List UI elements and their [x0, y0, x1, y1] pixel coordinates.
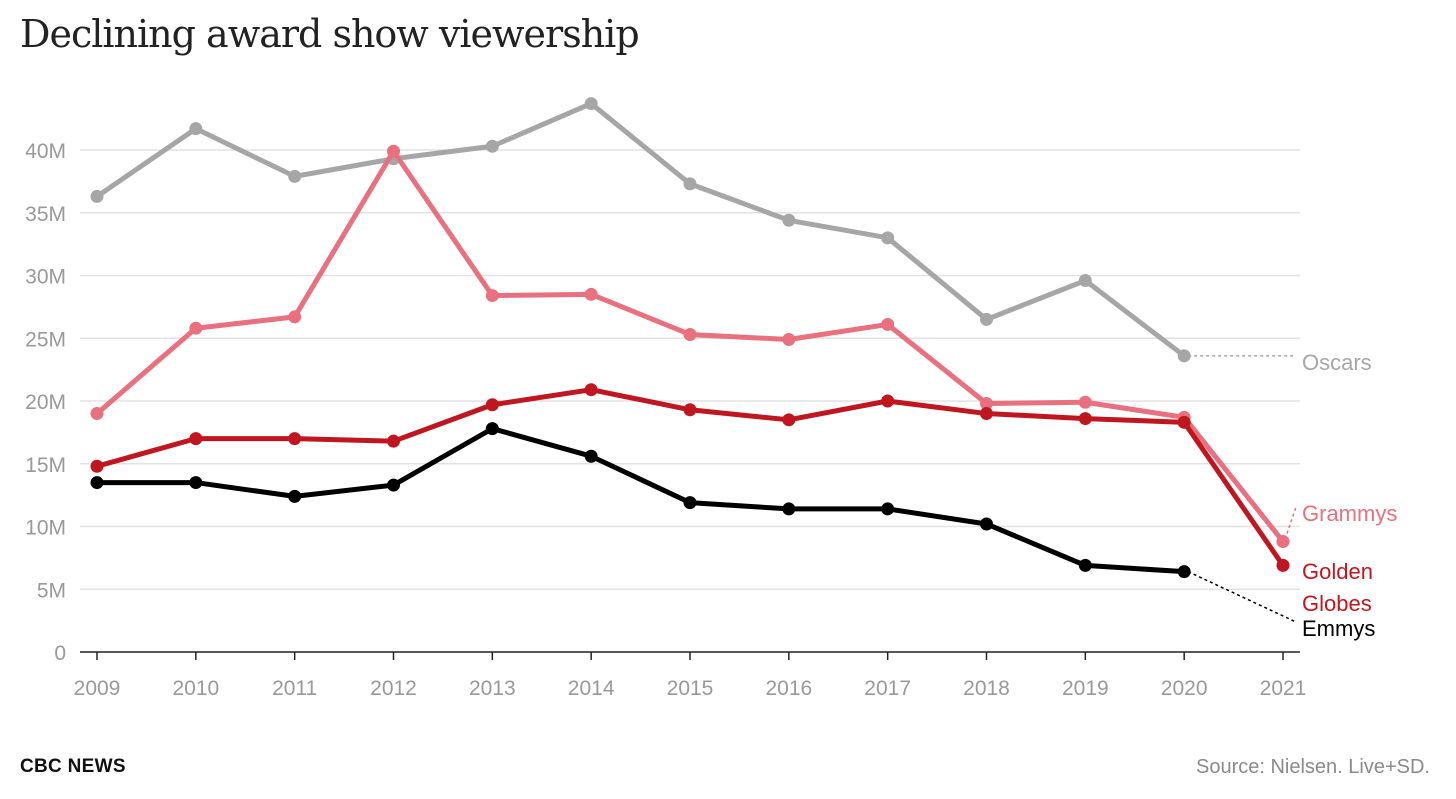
- data-point-grammys: [90, 407, 104, 421]
- y-tick-label: 0: [54, 642, 66, 665]
- series-layer: [90, 97, 1290, 579]
- data-point-emmys: [980, 517, 993, 531]
- chart-title: Declining award show viewership: [20, 12, 640, 56]
- data-point-emmys: [189, 476, 203, 490]
- data-point-grammys: [189, 321, 203, 335]
- series-line-grammys: [94, 148, 1286, 545]
- series-label-oscars: Oscars: [1302, 350, 1372, 375]
- y-tick-label: 20M: [25, 391, 66, 414]
- x-axis: 2009 2010 2011 2012 2013 2014 2015 2016 2017 2018…: [74, 651, 1307, 700]
- data-point-emmys: [584, 449, 598, 463]
- data-point-emmys: [782, 502, 796, 516]
- data-point-grammys: [683, 327, 697, 341]
- data-point-grammys: [980, 397, 993, 411]
- x-tick-label: 2020: [1161, 677, 1208, 700]
- leader-line-grammys: [1286, 506, 1297, 534]
- line-chart: 0 5M 10M 15M 20M 25M 30M 35M 40M 2009 2010 2011 201…: [25, 97, 1397, 700]
- data-point-emmys: [1078, 558, 1092, 572]
- series-line-oscars: [94, 101, 1187, 359]
- y-tick-label: 5M: [37, 579, 66, 602]
- series-label-line: Emmys: [1302, 616, 1375, 641]
- data-point-golden-globes: [1276, 558, 1290, 572]
- data-point-grammys: [1078, 395, 1092, 409]
- data-point-golden-globes: [288, 432, 302, 446]
- data-point-golden-globes: [980, 407, 993, 421]
- x-tick-label: 2013: [469, 677, 516, 700]
- x-tick-label: 2018: [963, 677, 1010, 700]
- x-tick-label: 2017: [864, 677, 911, 700]
- data-point-grammys: [881, 317, 895, 331]
- data-point-oscars: [485, 139, 499, 153]
- y-tick-label: 15M: [25, 454, 66, 477]
- data-point-oscars: [881, 231, 895, 245]
- data-point-oscars: [1078, 274, 1092, 288]
- data-point-oscars: [584, 97, 598, 111]
- x-tick-label: 2012: [370, 677, 417, 700]
- data-point-emmys: [485, 422, 499, 436]
- x-tick-label: 2010: [172, 677, 219, 700]
- data-point-oscars: [288, 169, 302, 183]
- data-point-golden-globes: [90, 459, 104, 473]
- data-point-grammys: [387, 144, 400, 158]
- data-point-oscars: [683, 177, 697, 191]
- y-tick-label: 10M: [25, 517, 66, 540]
- y-tick-label: 40M: [25, 140, 66, 163]
- data-point-grammys: [782, 333, 796, 347]
- data-point-grammys: [485, 289, 499, 303]
- data-point-grammys: [288, 310, 302, 324]
- data-point-grammys: [1276, 535, 1290, 549]
- x-tick-label: 2021: [1260, 677, 1307, 700]
- data-point-emmys: [90, 476, 104, 490]
- data-point-emmys: [1177, 565, 1191, 579]
- series-label-golden-globes: Golden Globes: [1302, 559, 1373, 616]
- data-point-golden-globes: [1078, 412, 1092, 426]
- data-point-golden-globes: [881, 394, 895, 408]
- y-tick-label: 25M: [25, 328, 66, 351]
- source-note: Source: Nielsen. Live+SD.: [1195, 756, 1430, 778]
- data-point-emmys: [683, 496, 697, 510]
- data-point-emmys: [881, 502, 895, 516]
- data-point-oscars: [782, 213, 796, 227]
- data-point-oscars: [90, 189, 104, 203]
- data-point-emmys: [288, 489, 302, 503]
- series-label-line: Grammys: [1302, 501, 1397, 526]
- data-point-oscars: [189, 122, 203, 136]
- data-point-golden-globes: [485, 398, 499, 412]
- data-point-emmys: [387, 478, 400, 492]
- series-label-line: Globes: [1302, 591, 1372, 616]
- data-point-oscars: [980, 312, 993, 326]
- y-tick-label: 30M: [25, 266, 66, 289]
- data-point-golden-globes: [1177, 415, 1191, 429]
- series-label-emmys: Emmys: [1302, 616, 1375, 641]
- data-point-grammys: [584, 287, 598, 301]
- series-label-line: Golden: [1302, 559, 1373, 584]
- data-point-oscars: [1177, 349, 1191, 363]
- x-tick-label: 2016: [765, 677, 812, 700]
- data-point-golden-globes: [782, 413, 796, 427]
- x-tick-label: 2009: [74, 677, 121, 700]
- series-label-line: Oscars: [1302, 350, 1372, 375]
- x-tick-label: 2014: [568, 677, 615, 700]
- data-point-golden-globes: [683, 403, 697, 417]
- grid-layer: 0 5M 10M 15M 20M 25M 30M 35M 40M: [25, 140, 1300, 665]
- x-tick-label: 2019: [1062, 677, 1109, 700]
- series-line-emmys: [94, 426, 1187, 575]
- y-tick-label: 35M: [25, 203, 66, 226]
- leader-line-emmys: [1187, 571, 1297, 623]
- x-tick-label: 2015: [667, 677, 714, 700]
- data-point-golden-globes: [189, 432, 203, 446]
- x-tick-label: 2011: [272, 677, 317, 700]
- data-point-golden-globes: [584, 383, 598, 397]
- brand-logo-text: CBC NEWS: [20, 756, 126, 777]
- series-label-grammys: Grammys: [1302, 501, 1397, 526]
- data-point-golden-globes: [387, 434, 400, 448]
